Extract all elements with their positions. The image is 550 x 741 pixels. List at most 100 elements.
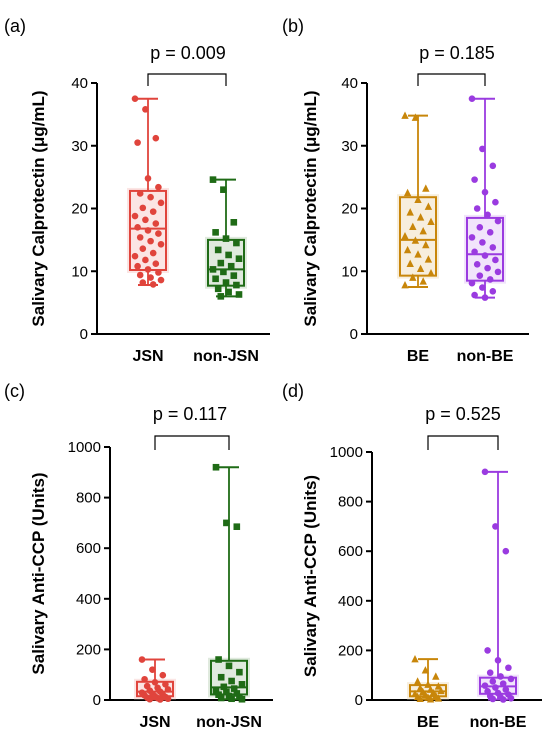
data-point [220, 269, 227, 276]
data-point [401, 281, 408, 288]
data-point [490, 288, 497, 295]
data-point [213, 464, 220, 471]
data-point [153, 220, 160, 227]
data-point [155, 269, 162, 276]
panel-label: (d) [282, 381, 304, 401]
data-point [147, 238, 154, 245]
data-point [471, 248, 478, 255]
y-tick-label: 1000 [68, 439, 101, 456]
data-point [218, 293, 225, 300]
box-non-jsn [205, 176, 247, 299]
y-axis-label: Salivary Anti-CCP (Units) [301, 475, 320, 677]
data-point [495, 269, 502, 276]
significance-bracket [418, 74, 485, 86]
data-point [215, 656, 222, 663]
y-tick-label: 0 [80, 326, 88, 343]
panel-d: (d)p = 0.525Salivary Anti-CCP (Units)020… [282, 381, 542, 731]
data-point [223, 279, 230, 286]
data-point [150, 250, 157, 257]
y-tick-label: 40 [341, 75, 358, 92]
data-point [147, 274, 154, 281]
significance-bracket [148, 74, 226, 86]
data-point [495, 657, 502, 664]
p-value-label: p = 0.185 [419, 43, 495, 63]
panel-label: (c) [4, 381, 25, 401]
data-point [490, 163, 497, 170]
data-point [474, 261, 481, 268]
data-point [503, 548, 510, 555]
data-point [158, 241, 165, 248]
data-point [477, 224, 484, 231]
data-point [225, 252, 232, 259]
data-point [490, 244, 497, 251]
data-point [226, 663, 233, 670]
data-point [157, 696, 164, 703]
y-tick-label: 0 [355, 692, 363, 709]
panel-c: (c)p = 0.117Salivary Anti-CCP (Units)020… [4, 381, 273, 731]
data-point [155, 230, 162, 237]
data-point [484, 647, 491, 654]
data-point [142, 106, 149, 113]
data-point [469, 280, 476, 287]
data-point [500, 696, 507, 703]
y-tick-label: 10 [341, 263, 358, 280]
data-point [132, 95, 139, 102]
data-point [469, 95, 476, 102]
data-point [150, 208, 157, 215]
y-tick-label: 600 [76, 540, 101, 557]
data-point [233, 240, 240, 247]
data-point [482, 252, 489, 259]
data-point [218, 674, 225, 681]
data-point [414, 677, 421, 684]
p-value-label: p = 0.525 [425, 404, 501, 424]
y-axis-label: Salivary Calprotectin (μg/mL) [29, 90, 48, 326]
y-tick-label: 800 [76, 490, 101, 507]
data-point [487, 669, 494, 676]
data-point [484, 265, 491, 272]
box-be [407, 655, 449, 703]
p-value-label: p = 0.009 [150, 43, 226, 63]
data-point [411, 655, 418, 662]
data-point [482, 294, 489, 301]
box-non-be [464, 95, 506, 301]
data-point [492, 199, 499, 206]
y-tick-label: 10 [71, 263, 88, 280]
data-point [223, 235, 230, 242]
y-axis-label: Salivary Anti-CCP (Units) [29, 472, 48, 674]
data-point [155, 184, 162, 191]
data-point [160, 672, 167, 679]
data-point [484, 211, 491, 218]
data-point [233, 282, 240, 289]
data-point [482, 469, 489, 476]
data-point [210, 266, 217, 273]
data-point [215, 286, 222, 293]
data-point [490, 678, 497, 685]
data-point [165, 695, 172, 702]
data-point [137, 272, 144, 279]
y-tick-label: 0 [350, 326, 358, 343]
data-point [505, 664, 512, 671]
data-point [137, 190, 144, 197]
x-tick-label: non-JSN [196, 714, 262, 731]
significance-bracket [155, 436, 229, 450]
data-point [234, 523, 241, 530]
box-non-jsn [208, 464, 250, 703]
data-point [236, 255, 243, 262]
data-point [228, 678, 235, 685]
y-tick-label: 30 [71, 138, 88, 155]
y-tick-label: 400 [76, 591, 101, 608]
data-point [147, 696, 154, 703]
data-point [471, 176, 478, 183]
x-tick-label: non-BE [470, 714, 527, 731]
data-point [482, 189, 489, 196]
y-tick-label: 20 [71, 201, 88, 218]
data-point [482, 682, 489, 689]
data-point [490, 696, 497, 703]
data-point [231, 272, 238, 279]
data-point [134, 139, 141, 146]
data-point [153, 135, 160, 142]
data-point [140, 245, 147, 252]
x-tick-label: non-JSN [193, 348, 259, 365]
box-jsn [134, 656, 176, 703]
data-point [132, 253, 139, 260]
